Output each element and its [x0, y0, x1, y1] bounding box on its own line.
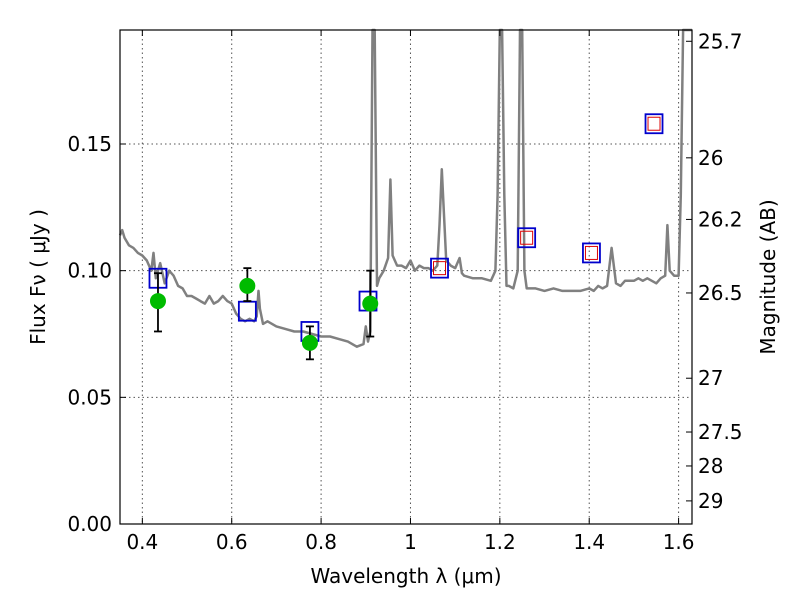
y-tick-label: 0.00: [67, 512, 112, 536]
grid-lines: [120, 30, 692, 524]
right-axis-title: Magnitude (AB): [756, 199, 780, 354]
model-photometry-inner-box: [520, 230, 534, 245]
observed-photometry-point: [149, 293, 166, 310]
model-photometry-inner-box: [433, 261, 447, 276]
x-tick-label: 1.4: [573, 530, 605, 554]
observed-photometry-point: [362, 295, 379, 312]
observed-photometry-point: [239, 277, 256, 294]
model-spectrum-line: [118, 28, 692, 348]
x-tick-label: 0.6: [216, 530, 248, 554]
right-tick-label: 28: [698, 454, 723, 478]
model-photometry-box: [644, 113, 664, 135]
right-tick-label: 26.5: [698, 281, 743, 305]
axis-ticks: 0.4 0.6 0.8 1 1.2 1.4 1.6 0.00 0.05 0.10 0.15 25.7 2…: [67, 29, 742, 554]
model-photometry-inner-box: [584, 245, 598, 260]
observed-photometry-series: [149, 267, 379, 361]
model-photometry-box: [430, 257, 449, 279]
model-photometry-box: [517, 227, 537, 249]
x-tick-label: 0.4: [126, 530, 158, 554]
x-tick-label: 0.8: [305, 530, 337, 554]
x-tick-label: 1.6: [663, 530, 695, 554]
right-tick-label: 25.7: [698, 29, 743, 53]
plot-frame: [119, 29, 693, 525]
y-tick-label: 0.10: [67, 259, 112, 283]
spectrum-series: [118, 28, 692, 348]
y-tick-label: 0.05: [67, 385, 112, 409]
right-tick-label: 27.5: [698, 420, 743, 444]
y-axis-title: Flux Fν ( μJy ): [26, 209, 50, 345]
model-photometry-inner-box: [647, 116, 661, 131]
right-tick-label: 29: [698, 489, 723, 513]
x-axis-title: Wavelength λ (μm): [310, 564, 501, 588]
model-photometry-box: [582, 242, 601, 264]
x-tick-label: 1.2: [484, 530, 516, 554]
right-tick-label: 26.2: [698, 207, 743, 231]
right-tick-label: 27: [698, 366, 723, 390]
model-photometry-series: [148, 113, 664, 342]
x-tick-label: 1: [404, 530, 417, 554]
observed-photometry-point: [301, 334, 318, 351]
y-tick-label: 0.15: [67, 132, 112, 156]
right-tick-label: 26: [698, 146, 723, 170]
